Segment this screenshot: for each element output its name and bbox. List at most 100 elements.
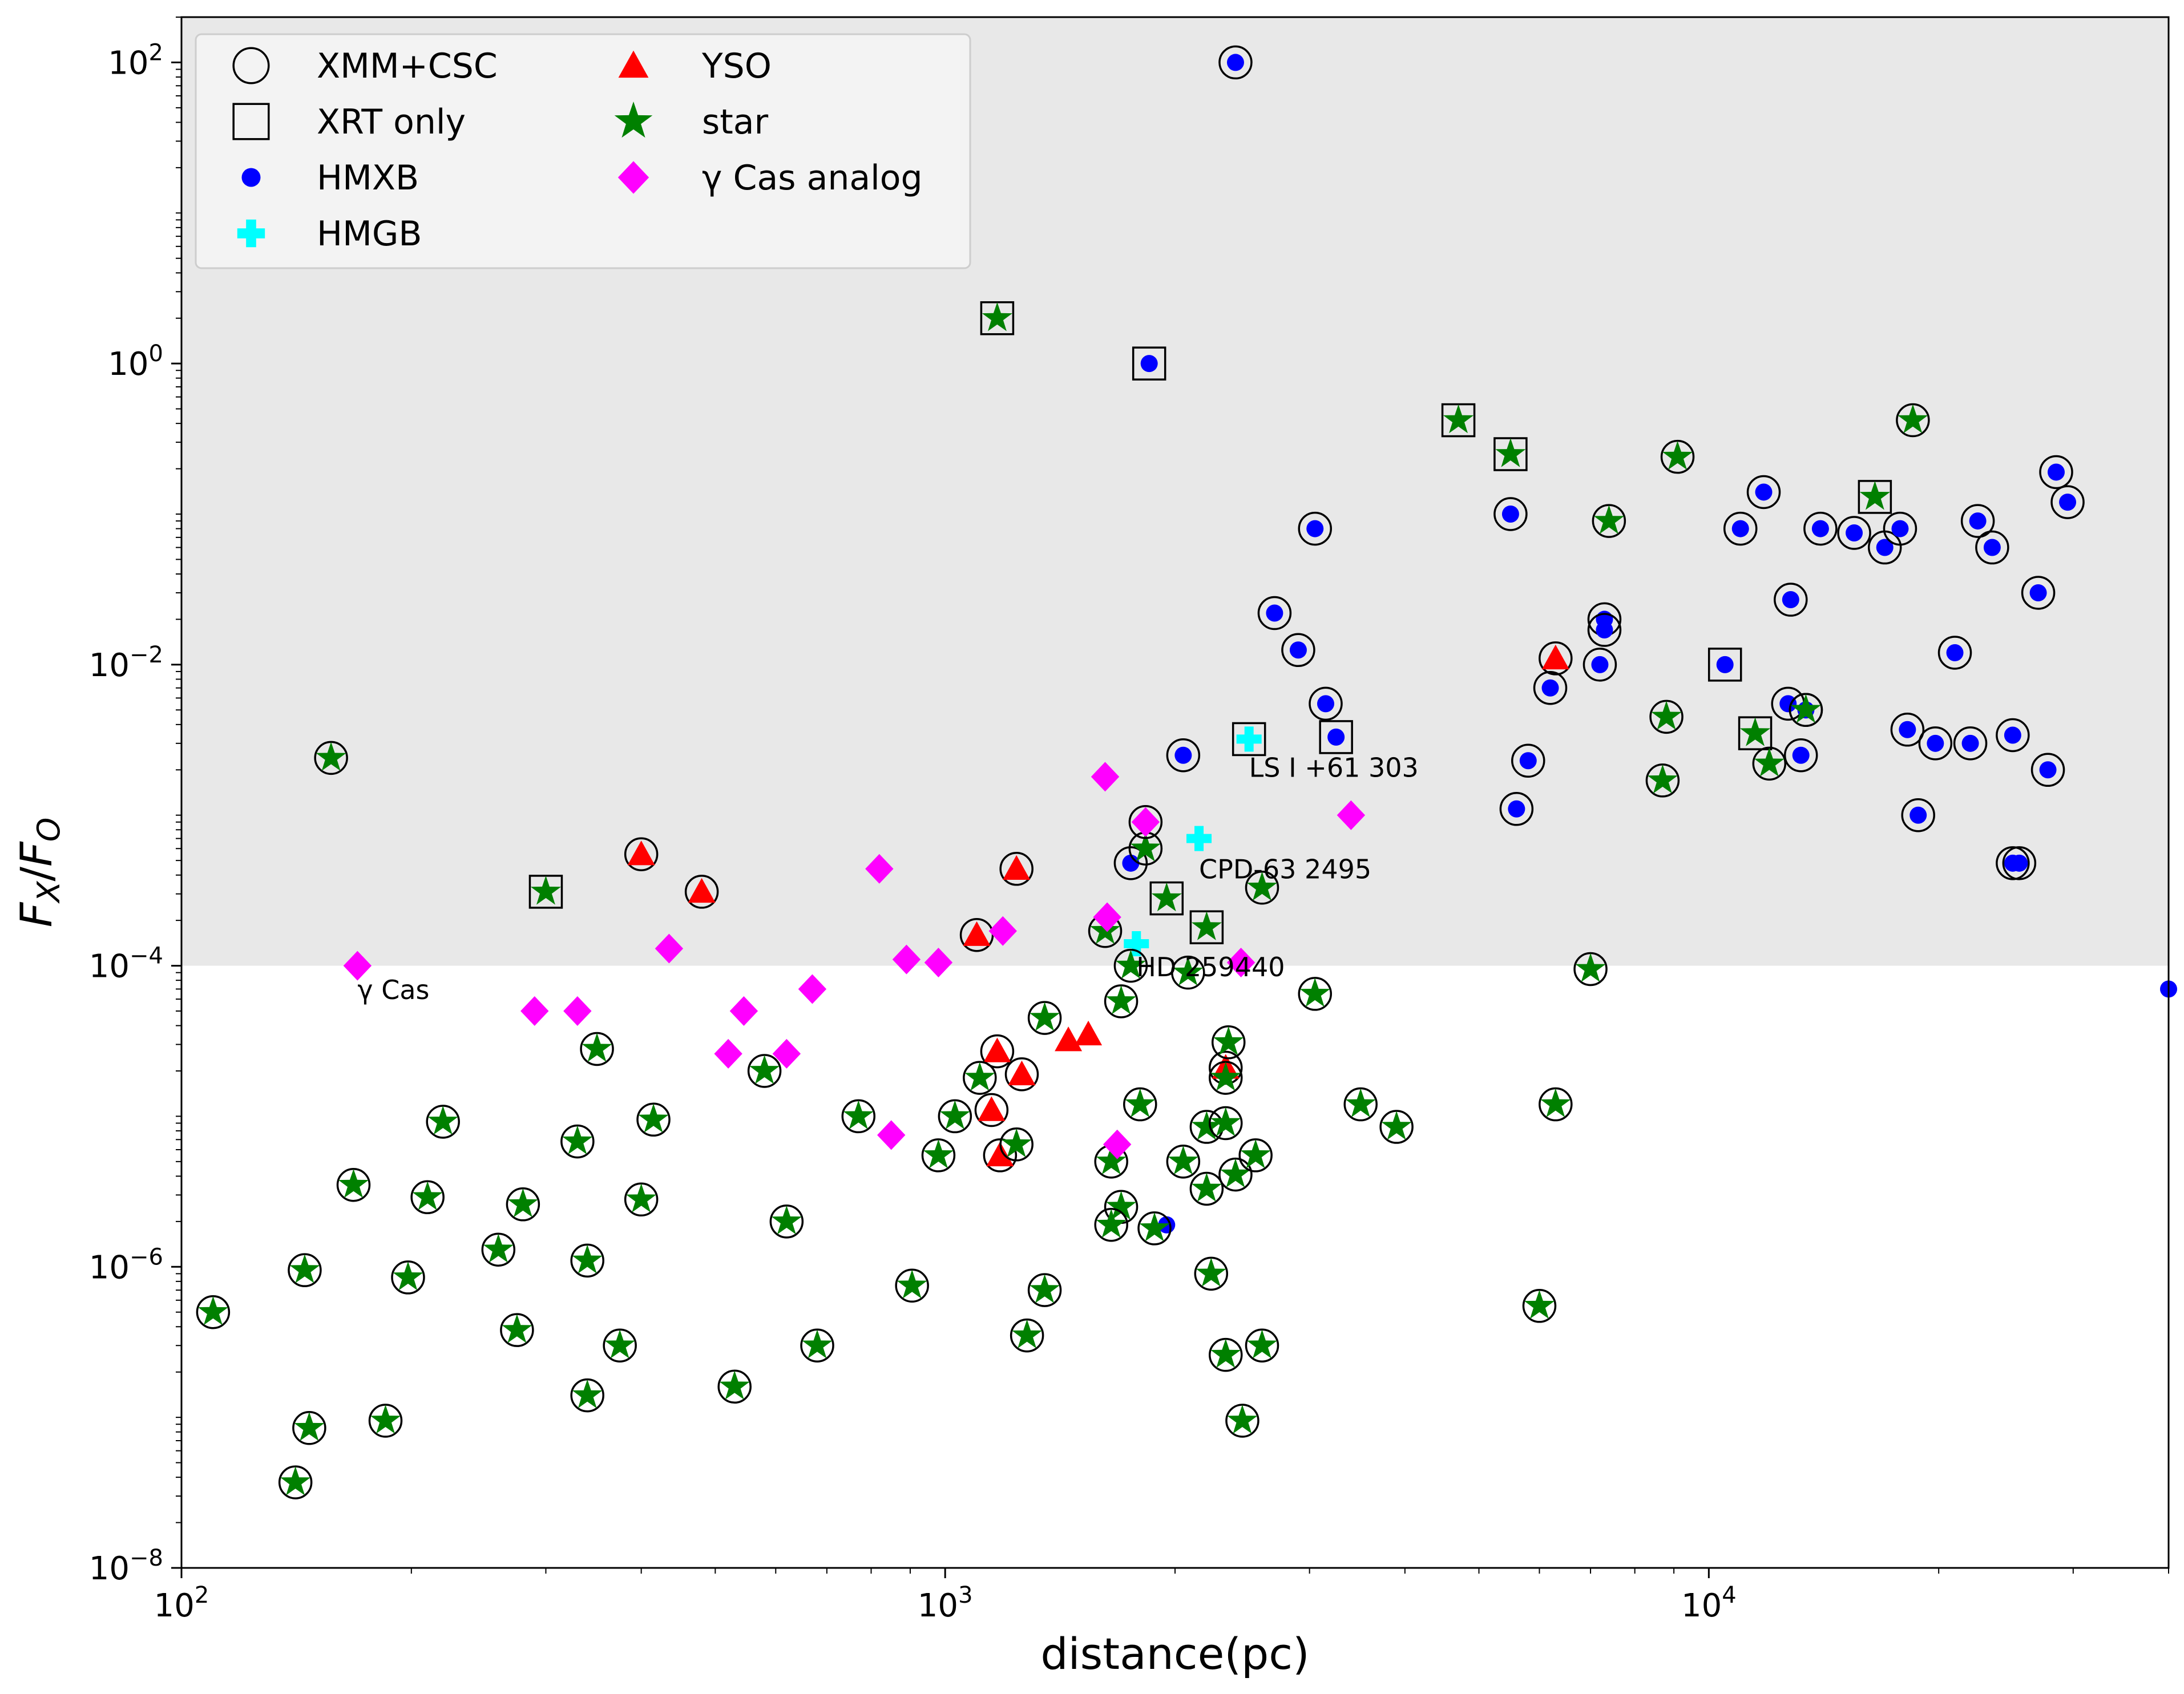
data-point: [1103, 1129, 1132, 1159]
outline-circle: [684, 875, 719, 909]
marker-dot: [1289, 641, 1307, 659]
legend-item: γ Cas analog: [617, 158, 923, 198]
marker-dot: [1927, 734, 1944, 752]
marker-star: [1191, 1111, 1222, 1140]
data-point: [570, 1243, 604, 1278]
legend-item: HMXB: [241, 158, 419, 198]
outline-circle: [938, 1099, 972, 1134]
data-point: [1493, 497, 1528, 531]
data-point: [717, 1369, 752, 1404]
data-point: [980, 301, 1015, 335]
marker-dot: [1327, 728, 1345, 746]
tick-base: 10: [108, 346, 148, 383]
marker-star: [897, 1270, 927, 1299]
data-point: [841, 1099, 876, 1134]
marker-diamond: [343, 951, 372, 981]
marker-dot: [1541, 679, 1559, 697]
data-point: [1166, 1145, 1201, 1179]
marker-dot: [2011, 854, 2028, 872]
outline-circle: [1511, 743, 1545, 778]
data-point: [1592, 504, 1626, 538]
data-point: [481, 1232, 516, 1267]
data-point: [2030, 753, 2065, 787]
marker-dot: [1876, 539, 1894, 556]
outline-circle: [1645, 763, 1680, 798]
legend-marker-star: [614, 102, 653, 138]
outline-circle: [570, 1378, 604, 1413]
marker-diamond: [772, 1038, 801, 1069]
marker-dot: [1961, 734, 1979, 752]
outline-circle: [1837, 516, 1871, 550]
legend-marker-square-open: [232, 103, 270, 140]
data-point: [1996, 718, 2030, 753]
marker-star: [1651, 701, 1682, 730]
data-point: [892, 944, 921, 975]
outline-circle: [1004, 1057, 1039, 1091]
tick-exponent: −8: [130, 1545, 163, 1571]
outline-circle: [1379, 1110, 1414, 1144]
data-point: [1238, 1138, 1273, 1173]
outline-circle: [570, 1243, 604, 1278]
outline-circle: [368, 1404, 403, 1438]
outline-circle: [980, 1034, 1015, 1069]
outline-circle: [999, 852, 1034, 886]
data-point: [368, 1404, 403, 1438]
tick-base: 10: [89, 1550, 130, 1587]
marker-star: [572, 1244, 603, 1273]
outline-square: [1132, 346, 1166, 381]
data-point: [624, 1182, 659, 1217]
outline-circle: [603, 1328, 637, 1363]
x-tick-label: 104: [1681, 1582, 1737, 1624]
outline-circle: [624, 1182, 659, 1217]
data-point: [520, 996, 549, 1026]
marker-star: [1115, 949, 1146, 979]
marker-star: [939, 1100, 970, 1130]
outline-circle: [963, 1061, 997, 1095]
data-point: [1783, 738, 1818, 773]
annotation-label: CPD-63 2495: [1199, 854, 1371, 885]
outline-circle: [391, 1260, 425, 1295]
outline-circle: [1752, 746, 1787, 781]
marker-diamond: [924, 947, 953, 977]
data-point: [999, 1127, 1034, 1162]
marker-star: [1029, 1274, 1060, 1303]
data-point: [1587, 613, 1622, 647]
outline-circle: [1218, 1157, 1253, 1192]
data-point: [1298, 977, 1332, 1011]
data-point: [1186, 826, 1212, 851]
outline-circle: [500, 1313, 534, 1347]
data-point: [278, 1465, 313, 1499]
outline-square: [1319, 720, 1353, 754]
marker-star: [483, 1234, 514, 1263]
outline-circle: [1211, 1025, 1246, 1060]
outline-square: [1493, 437, 1528, 471]
marker-triangle: [1075, 1020, 1103, 1046]
data-point: [1137, 1211, 1172, 1246]
outline-circle: [1194, 1256, 1229, 1291]
data-point: [772, 1038, 801, 1069]
data-point: [636, 1102, 671, 1137]
marker-diamond: [988, 916, 1017, 946]
data-point: [1166, 738, 1201, 773]
outline-circle: [999, 1127, 1034, 1162]
marker-diamond: [1131, 807, 1160, 837]
outline-square: [980, 301, 1015, 335]
marker-star: [1196, 1258, 1226, 1287]
annotation-label: LS I +61 303: [1249, 752, 1419, 783]
outline-circle: [2002, 846, 2037, 880]
tick-base: 10: [918, 1587, 958, 1624]
marker-star: [1345, 1088, 1376, 1118]
marker-diamond: [729, 996, 758, 1026]
marker-star: [1139, 1212, 1170, 1242]
outline-circle: [2030, 753, 2065, 787]
outline-circle: [2021, 576, 2056, 610]
outline-circle: [1522, 1289, 1557, 1323]
marker-dot: [1591, 656, 1609, 673]
marker-star: [1125, 1088, 1156, 1118]
outline-circle: [1281, 633, 1315, 668]
marker-triangle: [1003, 855, 1031, 880]
data-point: [288, 1253, 322, 1287]
marker-dot: [1891, 520, 1909, 537]
data-point: [1093, 902, 1121, 932]
data-point: [1522, 1289, 1557, 1323]
